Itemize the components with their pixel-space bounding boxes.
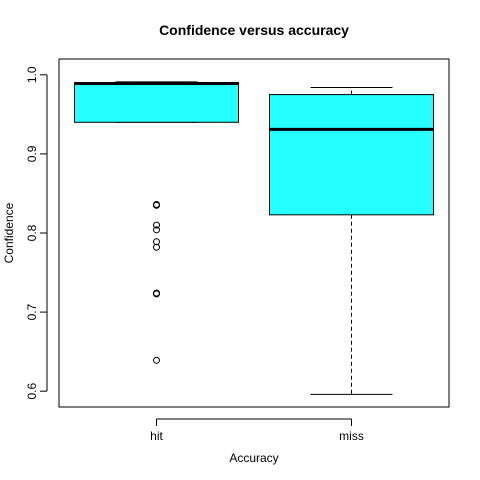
x-axis-label: Accuracy	[229, 451, 278, 465]
y-axis: 0.6 0.7 0.8 0.9 1.0	[25, 66, 48, 400]
outlier-point	[153, 201, 160, 209]
y-tick-label: 1.0	[25, 66, 39, 83]
x-tick-label: miss	[339, 429, 364, 443]
outlier-point	[153, 356, 160, 364]
iqr-box	[269, 94, 434, 216]
outlier-point	[153, 290, 160, 298]
outlier-point	[153, 243, 160, 251]
iqr-box	[74, 82, 239, 123]
x-axis: hit miss	[150, 418, 364, 443]
outlier-point	[153, 226, 160, 234]
box-hit	[74, 81, 239, 364]
y-tick-label: 0.7	[25, 303, 39, 320]
y-tick-label: 0.6	[25, 383, 39, 400]
x-tick-label: hit	[150, 429, 163, 443]
plot-frame	[58, 58, 450, 408]
y-axis-label: Confidence	[2, 202, 16, 263]
chart-title: Confidence versus accuracy	[159, 22, 349, 38]
y-tick-label: 0.9	[25, 145, 39, 162]
box-miss	[269, 86, 434, 395]
outlier-point	[153, 221, 160, 229]
boxes	[74, 81, 434, 395]
y-tick-label: 0.8	[25, 224, 39, 241]
